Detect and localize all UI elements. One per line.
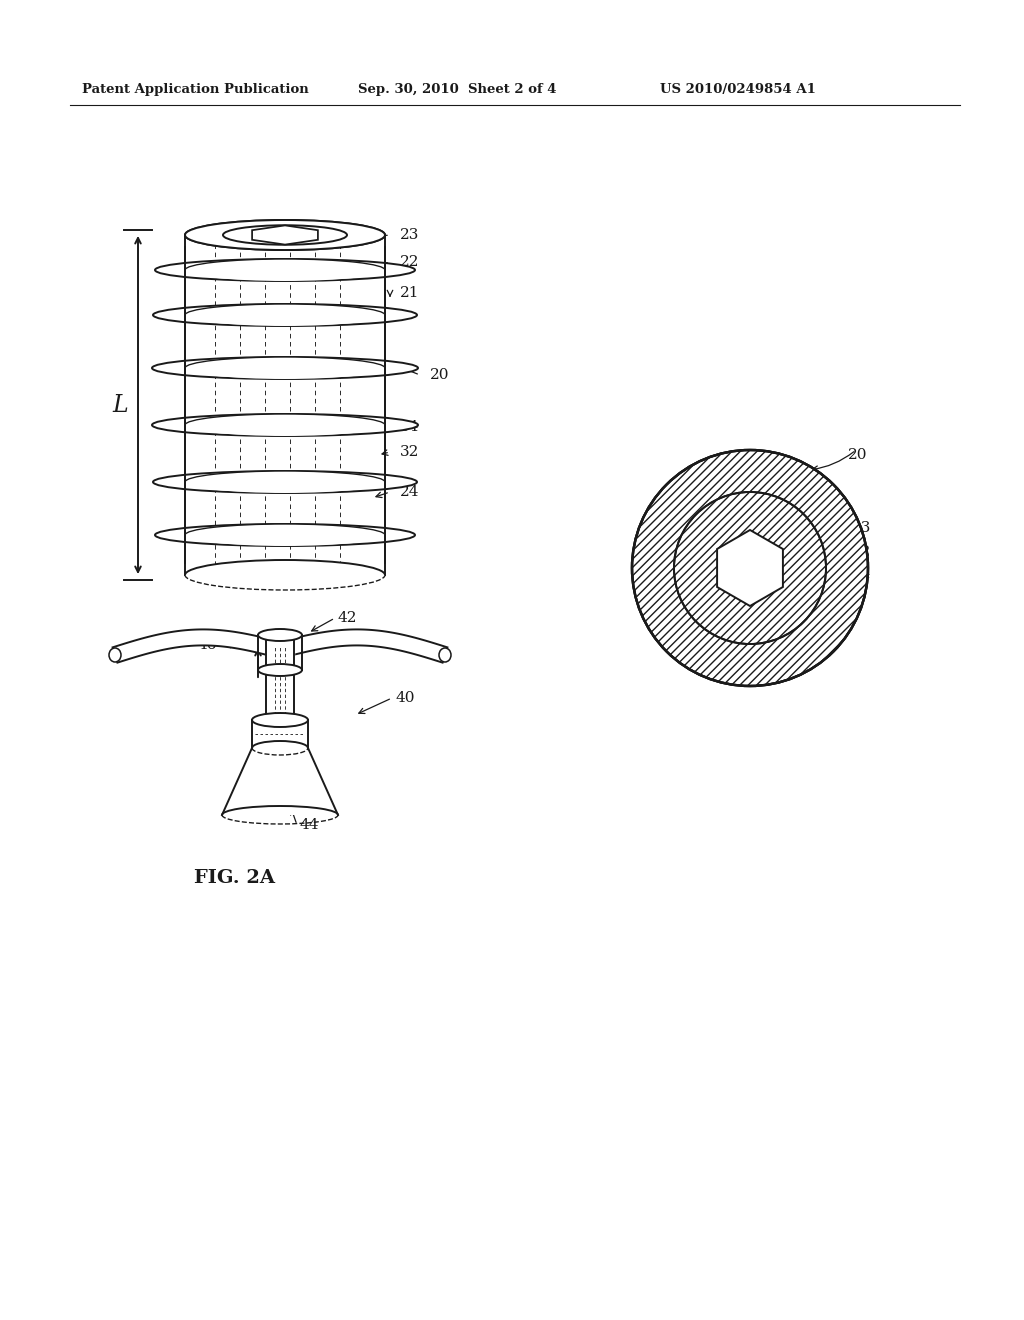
- Ellipse shape: [153, 471, 417, 492]
- Text: 20: 20: [430, 368, 450, 381]
- Ellipse shape: [153, 304, 417, 326]
- Text: 32: 32: [400, 445, 420, 459]
- Ellipse shape: [185, 471, 385, 492]
- Ellipse shape: [439, 648, 451, 663]
- Ellipse shape: [152, 356, 418, 379]
- Ellipse shape: [185, 304, 385, 326]
- Text: 21: 21: [790, 645, 810, 659]
- Circle shape: [632, 450, 868, 686]
- Text: 23: 23: [852, 521, 871, 535]
- Polygon shape: [279, 630, 447, 663]
- Text: 40: 40: [395, 690, 415, 705]
- Text: FIG. 2A: FIG. 2A: [195, 869, 275, 887]
- Polygon shape: [222, 748, 338, 814]
- Ellipse shape: [258, 664, 302, 676]
- Ellipse shape: [155, 524, 415, 546]
- Polygon shape: [252, 226, 317, 244]
- Text: 24: 24: [400, 484, 420, 499]
- Text: 32: 32: [852, 545, 871, 558]
- Ellipse shape: [185, 356, 385, 379]
- Ellipse shape: [185, 524, 385, 546]
- Text: 21: 21: [400, 286, 420, 300]
- Polygon shape: [252, 226, 317, 244]
- Text: 22: 22: [400, 255, 420, 269]
- Ellipse shape: [252, 713, 308, 727]
- Text: 46: 46: [198, 638, 217, 652]
- Text: US 2010/0249854 A1: US 2010/0249854 A1: [660, 83, 816, 96]
- Ellipse shape: [223, 226, 347, 244]
- Polygon shape: [113, 630, 282, 663]
- Ellipse shape: [185, 220, 385, 249]
- Ellipse shape: [155, 259, 415, 281]
- Ellipse shape: [185, 259, 385, 281]
- Ellipse shape: [185, 220, 385, 249]
- Circle shape: [674, 492, 826, 644]
- Ellipse shape: [152, 414, 418, 436]
- Text: 34: 34: [852, 568, 871, 581]
- Polygon shape: [717, 531, 783, 606]
- Text: Patent Application Publication: Patent Application Publication: [82, 83, 309, 96]
- Ellipse shape: [223, 226, 347, 244]
- Text: 23: 23: [400, 228, 420, 242]
- Text: L: L: [112, 393, 128, 417]
- Text: 44: 44: [300, 818, 319, 832]
- Ellipse shape: [185, 414, 385, 436]
- Text: 20: 20: [848, 447, 867, 462]
- Text: 34: 34: [400, 420, 420, 434]
- Ellipse shape: [109, 648, 121, 663]
- Ellipse shape: [258, 630, 302, 642]
- Text: FIG. 2B: FIG. 2B: [709, 656, 792, 675]
- Text: Sep. 30, 2010  Sheet 2 of 4: Sep. 30, 2010 Sheet 2 of 4: [358, 83, 556, 96]
- Ellipse shape: [185, 560, 385, 590]
- Text: 42: 42: [338, 611, 357, 624]
